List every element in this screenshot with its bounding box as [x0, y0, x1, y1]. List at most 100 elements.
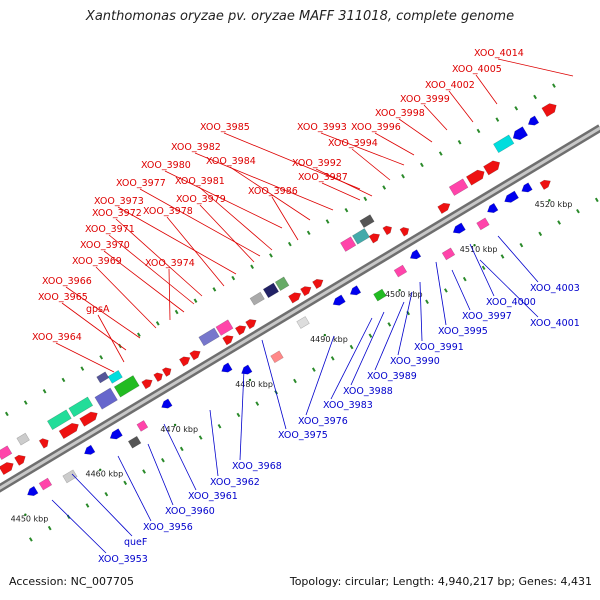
upper-gene-label: XOO_3992	[292, 158, 342, 169]
lower-gene-label: XOO_3962	[210, 477, 260, 488]
track-dash	[174, 309, 179, 315]
gene-feature	[288, 292, 302, 304]
upper-gene-label: XOO_3998	[375, 108, 425, 119]
track-dash	[250, 264, 254, 269]
gene-feature	[300, 286, 312, 297]
track-dash	[387, 322, 392, 327]
track-dash	[576, 208, 580, 214]
upper-leader-line	[115, 218, 203, 297]
track-dash	[123, 480, 128, 486]
lower-gene-label: XOO_3995	[438, 326, 488, 337]
axis-tick-mark	[323, 333, 327, 337]
upper-leader-line	[321, 182, 361, 201]
upper-gene-label: XOO_3977	[116, 178, 166, 189]
track-dash	[306, 230, 311, 236]
gene-feature	[109, 428, 123, 440]
axis-tick-label: 4460 kbp	[86, 470, 124, 479]
upper-leader-line	[320, 132, 405, 166]
lower-gene-label: XOO_3976	[298, 416, 348, 427]
track-dash	[137, 332, 141, 337]
lower-leader-line	[305, 335, 335, 416]
gene-feature	[189, 350, 201, 361]
upper-leader-line	[95, 266, 157, 329]
gene-feature	[241, 364, 253, 375]
lower-gene-label: XOO_3968	[232, 461, 282, 472]
upper-gene-label: XOO_3970	[80, 240, 130, 251]
track-dash	[500, 254, 505, 259]
gene-feature	[359, 214, 375, 229]
upper-gene-label: XOO_3969	[72, 256, 122, 267]
track-dash	[349, 344, 354, 350]
track-dash	[4, 411, 9, 417]
axis-tick-label: 4500 kbp	[385, 290, 423, 299]
track-dash	[476, 128, 481, 134]
upper-leader-line	[351, 148, 391, 181]
track-dash	[161, 457, 165, 463]
accession-text: Accession: NC_007705	[9, 575, 135, 588]
upper-leader-line	[199, 204, 255, 263]
upper-gene-label: XOO_3972	[92, 208, 142, 219]
gene-feature	[493, 134, 515, 154]
upper-leader-line	[423, 104, 448, 131]
gene-feature	[373, 288, 387, 302]
lower-gene-label: XOO_3975	[278, 430, 328, 441]
track-dash	[61, 377, 66, 383]
upper-leader-line	[103, 250, 185, 313]
page-title: Xanthomonas oryzae pv. oryzae MAFF 31101…	[85, 9, 515, 24]
gene-feature	[483, 160, 501, 176]
upper-gene-label: XOO_3974	[145, 258, 195, 269]
gene-feature	[27, 485, 39, 496]
gene-feature	[476, 217, 490, 231]
upper-leader-line	[166, 216, 225, 287]
axis-tick-mark	[248, 378, 252, 382]
axis-tick-mark	[548, 199, 551, 202]
track-dash	[462, 276, 467, 282]
upper-gene-label: XOO_3996	[351, 122, 401, 133]
track-dash	[47, 525, 52, 531]
lower-gene-label: XOO_3988	[343, 386, 393, 397]
lower-gene-label: XOO_3997	[462, 311, 512, 322]
gene-feature	[198, 327, 220, 347]
gene-feature	[539, 179, 551, 190]
upper-gene-label: XOO_3973	[94, 196, 144, 207]
track-dash	[142, 469, 146, 474]
track-dash	[287, 241, 292, 247]
lower-gene-label: XOO_4000	[486, 297, 536, 308]
lower-gene-label: XOO_4003	[530, 283, 580, 294]
lower-gene-label: XOO_4001	[530, 318, 580, 329]
gene-feature	[107, 370, 123, 384]
track-dash	[255, 401, 260, 406]
gene-feature	[161, 398, 173, 409]
gene-feature	[465, 169, 485, 186]
lower-leader-line	[419, 281, 423, 342]
gene-feature	[161, 367, 172, 377]
gene-feature	[274, 276, 290, 291]
track-dash	[594, 197, 599, 203]
lower-gene-label: XOO_3956	[143, 522, 193, 533]
track-dash	[330, 356, 335, 361]
gene-feature	[399, 227, 410, 237]
track-dash	[533, 94, 537, 100]
lower-leader-line	[497, 235, 539, 283]
upper-leader-line	[55, 342, 115, 373]
gene-feature	[296, 316, 310, 329]
upper-leader-line	[315, 168, 373, 197]
gene-feature	[437, 202, 451, 214]
axis-tick-mark	[99, 468, 102, 472]
track-dash	[269, 253, 273, 258]
lower-gene-label: XOO_3989	[367, 371, 417, 382]
track-dash	[311, 367, 316, 372]
track-dash	[368, 333, 373, 338]
lower-leader-line	[117, 455, 152, 522]
lower-leader-line	[435, 261, 447, 326]
lower-leader-line	[147, 443, 174, 506]
track-dash	[155, 321, 160, 326]
gene-feature	[393, 264, 408, 278]
upper-leader-line	[374, 132, 415, 156]
gene-feature	[0, 445, 13, 460]
upper-gene-label: gpsA	[86, 304, 110, 315]
lower-leader-line	[374, 301, 405, 371]
upper-gene-label: XOO_3980	[141, 160, 191, 171]
lower-gene-label: XOO_3983	[323, 400, 373, 411]
track-dash	[519, 242, 524, 248]
